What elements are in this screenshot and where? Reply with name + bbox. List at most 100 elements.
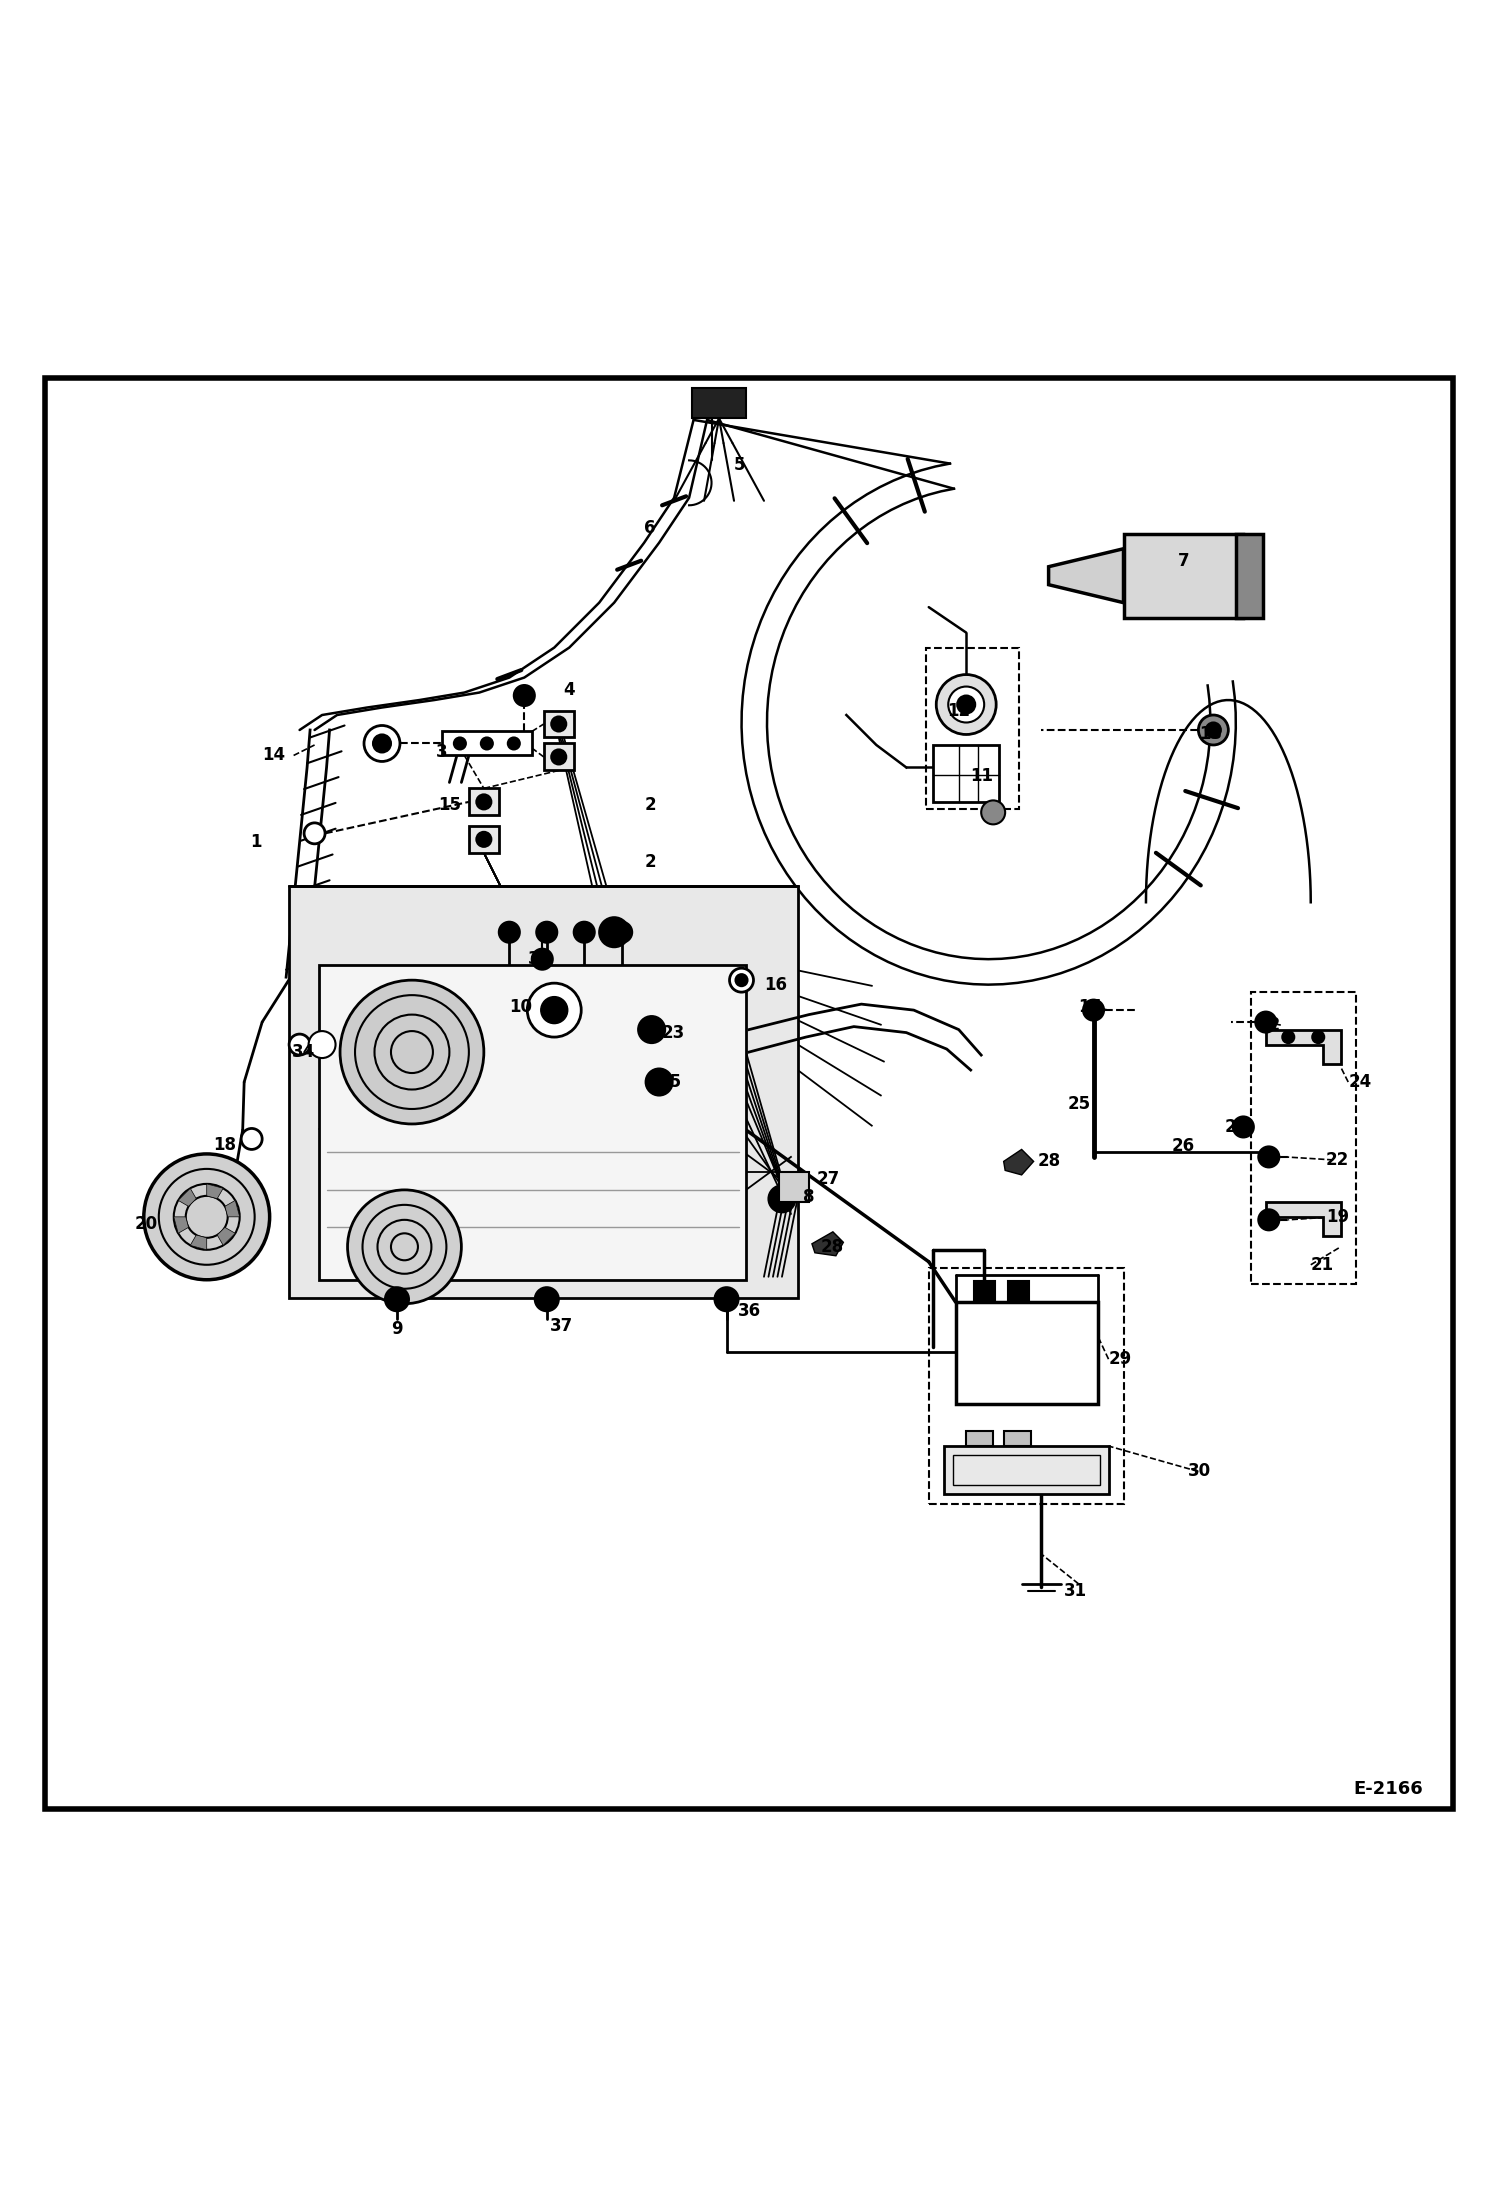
Circle shape [768, 1185, 795, 1213]
Circle shape [646, 1068, 673, 1095]
Text: 11: 11 [969, 768, 993, 785]
Polygon shape [207, 1185, 223, 1198]
Text: 25: 25 [1068, 1095, 1091, 1115]
Polygon shape [178, 1189, 196, 1207]
Text: 9: 9 [391, 1321, 403, 1338]
Text: 8: 8 [803, 1189, 815, 1207]
Circle shape [981, 801, 1005, 825]
Circle shape [309, 1031, 336, 1058]
Text: 21: 21 [1311, 1255, 1333, 1275]
Text: 12: 12 [947, 702, 971, 720]
Text: E-2166: E-2166 [1353, 1779, 1423, 1799]
Circle shape [144, 1154, 270, 1279]
Text: 1: 1 [250, 834, 262, 851]
Text: 22: 22 [1326, 1152, 1350, 1169]
Text: 24: 24 [1348, 1073, 1372, 1090]
Circle shape [476, 832, 491, 847]
Bar [974, 1281, 995, 1303]
Text: 3: 3 [436, 744, 448, 761]
Circle shape [1206, 722, 1221, 737]
Bar [1008, 1281, 1029, 1303]
Bar [1004, 1430, 1031, 1446]
Circle shape [736, 974, 748, 985]
Text: 28: 28 [1038, 1152, 1061, 1169]
Polygon shape [190, 1235, 207, 1251]
Circle shape [551, 750, 566, 764]
Text: 15: 15 [437, 796, 461, 814]
Polygon shape [1266, 1202, 1341, 1235]
Text: 4: 4 [563, 680, 575, 698]
Text: 23: 23 [662, 1025, 686, 1042]
Circle shape [541, 996, 568, 1025]
Circle shape [957, 695, 975, 713]
Bar [692, 388, 746, 419]
Text: 19: 19 [1326, 1209, 1348, 1226]
Circle shape [948, 687, 984, 722]
Circle shape [536, 921, 557, 943]
Text: 10: 10 [509, 998, 532, 1016]
Text: 5: 5 [734, 456, 746, 474]
Circle shape [348, 1189, 461, 1303]
Circle shape [1198, 715, 1228, 746]
Circle shape [936, 674, 996, 735]
Bar [1124, 533, 1243, 619]
Circle shape [730, 968, 753, 992]
Text: 22: 22 [1224, 1119, 1248, 1136]
Circle shape [373, 735, 391, 753]
Circle shape [454, 737, 466, 750]
Circle shape [481, 737, 493, 750]
Text: 26: 26 [1171, 1136, 1194, 1156]
Bar [944, 1446, 1109, 1494]
Text: 20: 20 [135, 1215, 157, 1233]
Circle shape [527, 983, 581, 1038]
Text: 32: 32 [1258, 1016, 1282, 1033]
Circle shape [535, 1288, 559, 1312]
Polygon shape [812, 1231, 843, 1255]
Polygon shape [1004, 1150, 1034, 1176]
Bar [544, 744, 574, 770]
Circle shape [1282, 1031, 1294, 1042]
Circle shape [385, 1288, 409, 1312]
Polygon shape [1266, 1029, 1341, 1064]
Circle shape [532, 948, 553, 970]
Text: 13: 13 [1198, 726, 1222, 744]
Circle shape [304, 823, 325, 845]
Text: 33: 33 [527, 950, 551, 968]
Bar [929, 1268, 1124, 1505]
Circle shape [1258, 1209, 1279, 1231]
Bar [469, 825, 499, 853]
Bar [779, 1172, 809, 1202]
Circle shape [514, 685, 535, 706]
Circle shape [638, 1016, 665, 1042]
Polygon shape [225, 1200, 240, 1218]
Circle shape [1258, 1147, 1279, 1167]
Circle shape [551, 717, 566, 731]
Text: 7: 7 [1177, 551, 1189, 570]
Circle shape [1233, 1117, 1254, 1136]
Circle shape [611, 921, 632, 943]
Text: 16: 16 [764, 976, 786, 994]
Bar [926, 647, 1019, 810]
Text: 17: 17 [1079, 998, 1101, 1016]
Text: 2: 2 [644, 796, 656, 814]
Circle shape [1312, 1031, 1324, 1042]
Circle shape [340, 981, 484, 1123]
Text: 29: 29 [1109, 1349, 1132, 1369]
Bar [956, 1303, 1098, 1404]
Text: 36: 36 [737, 1303, 761, 1321]
Text: 28: 28 [821, 1237, 843, 1255]
Text: 18: 18 [214, 1136, 237, 1154]
Bar [933, 746, 999, 801]
Text: 31: 31 [1064, 1582, 1086, 1599]
Text: 27: 27 [816, 1169, 840, 1189]
Text: 34: 34 [292, 1042, 316, 1062]
Circle shape [1255, 1011, 1276, 1033]
Bar [469, 788, 499, 816]
Bar [544, 711, 574, 737]
Bar [1236, 533, 1263, 619]
Circle shape [599, 917, 629, 948]
Bar [966, 1430, 993, 1446]
Circle shape [1083, 1000, 1104, 1020]
Circle shape [364, 726, 400, 761]
Text: 30: 30 [1188, 1463, 1210, 1481]
